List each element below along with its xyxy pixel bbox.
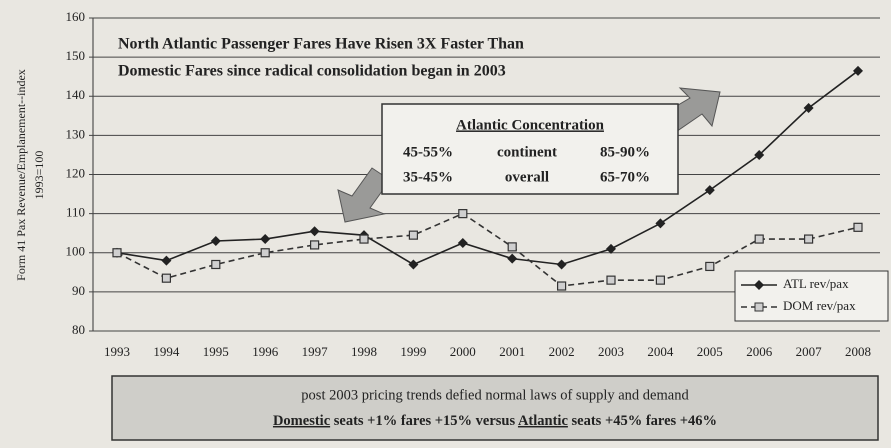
y-axis-label: 1993=100 xyxy=(32,151,46,200)
annotation-cell: continent xyxy=(497,144,557,160)
x-tick-label: 2005 xyxy=(697,344,723,359)
footer-segment: Domestic xyxy=(273,413,331,429)
x-tick-label: 2000 xyxy=(450,344,476,359)
y-tick-label: 140 xyxy=(66,87,86,102)
point xyxy=(803,234,814,244)
x-tick-label: 1994 xyxy=(153,344,180,359)
x-tick-label: 1996 xyxy=(252,344,279,359)
point xyxy=(161,273,171,283)
point xyxy=(112,248,122,258)
annotation-title: Atlantic Concentration xyxy=(456,117,605,133)
point xyxy=(359,234,369,244)
point xyxy=(458,209,468,219)
x-tick-label: 1995 xyxy=(203,344,229,359)
x-tick-label: 2008 xyxy=(845,344,871,359)
point xyxy=(309,226,320,237)
legend-label: ATL rev/pax xyxy=(783,276,849,291)
y-tick-label: 160 xyxy=(66,9,86,24)
x-tick-label: 1998 xyxy=(351,344,377,359)
point xyxy=(211,259,221,270)
footer-segment: seats +1% fares +15% versus xyxy=(330,413,518,429)
x-tick-label: 1999 xyxy=(400,344,426,359)
x-tick-label: 1997 xyxy=(302,344,329,359)
chart-title: North Atlantic Passenger Fares Have Rise… xyxy=(118,36,524,53)
y-tick-label: 130 xyxy=(66,126,86,141)
footer-text: Domestic seats +1% fares +15% versus Atl… xyxy=(273,413,717,429)
point xyxy=(853,222,863,232)
point xyxy=(655,275,666,285)
point xyxy=(705,261,715,272)
legend-marker xyxy=(754,280,764,290)
point xyxy=(606,275,616,285)
point xyxy=(655,218,666,229)
annotation-box xyxy=(381,103,679,195)
legend-label: DOM rev/pax xyxy=(783,298,856,313)
point xyxy=(457,237,468,248)
y-tick-label: 110 xyxy=(66,205,85,220)
x-tick-label: 1993 xyxy=(104,344,130,359)
x-tick-label: 2003 xyxy=(598,344,624,359)
annotation-cell: 35-45% xyxy=(403,169,453,185)
point xyxy=(556,281,567,291)
y-tick-label: 120 xyxy=(66,165,86,180)
y-tick-label: 90 xyxy=(72,283,85,298)
point xyxy=(754,234,764,244)
x-tick-label: 2002 xyxy=(549,344,575,359)
y-tick-label: 80 xyxy=(72,322,85,337)
annotation-cell: overall xyxy=(505,169,549,185)
footer-text: post 2003 pricing trends defied normal l… xyxy=(301,387,689,403)
x-tick-label: 2007 xyxy=(796,344,823,359)
chart-title: Domestic Fares since radical consolidati… xyxy=(118,63,506,80)
x-tick-label: 2001 xyxy=(499,344,525,359)
y-tick-label: 100 xyxy=(66,244,86,259)
footer-box xyxy=(111,375,879,441)
annotation-cell: 45-55% xyxy=(403,144,453,160)
legend-box xyxy=(734,270,889,322)
point xyxy=(260,248,270,258)
point xyxy=(704,185,715,196)
point xyxy=(803,102,814,113)
x-tick-label: 2004 xyxy=(647,344,674,359)
footer-segment: Atlantic xyxy=(518,413,569,429)
point xyxy=(210,236,221,247)
point xyxy=(260,234,271,245)
point xyxy=(408,259,419,270)
legend-marker xyxy=(754,302,764,312)
series-line xyxy=(116,70,859,266)
annotation-cell: 65-70% xyxy=(600,169,650,185)
y-axis-label: Form 41 Pax Revenue/Emplanement--index xyxy=(14,69,28,281)
point xyxy=(606,243,616,254)
plot: 80 90 100 110 120 130 140 150 160 1993 1994 1995 199… xyxy=(66,9,889,359)
point xyxy=(507,253,518,264)
point xyxy=(507,242,517,252)
x-tick-label: 2006 xyxy=(746,344,773,359)
footer-segment: seats +45% fares +46% xyxy=(568,413,717,429)
point xyxy=(754,149,765,160)
arrow-left xyxy=(337,167,391,223)
point xyxy=(556,259,567,270)
point xyxy=(853,65,863,76)
y-tick-label: 150 xyxy=(66,48,86,63)
point xyxy=(161,255,172,266)
point xyxy=(408,230,418,240)
series-line xyxy=(116,212,859,287)
annotation-cell: 85-90% xyxy=(600,144,650,160)
point xyxy=(310,240,320,250)
